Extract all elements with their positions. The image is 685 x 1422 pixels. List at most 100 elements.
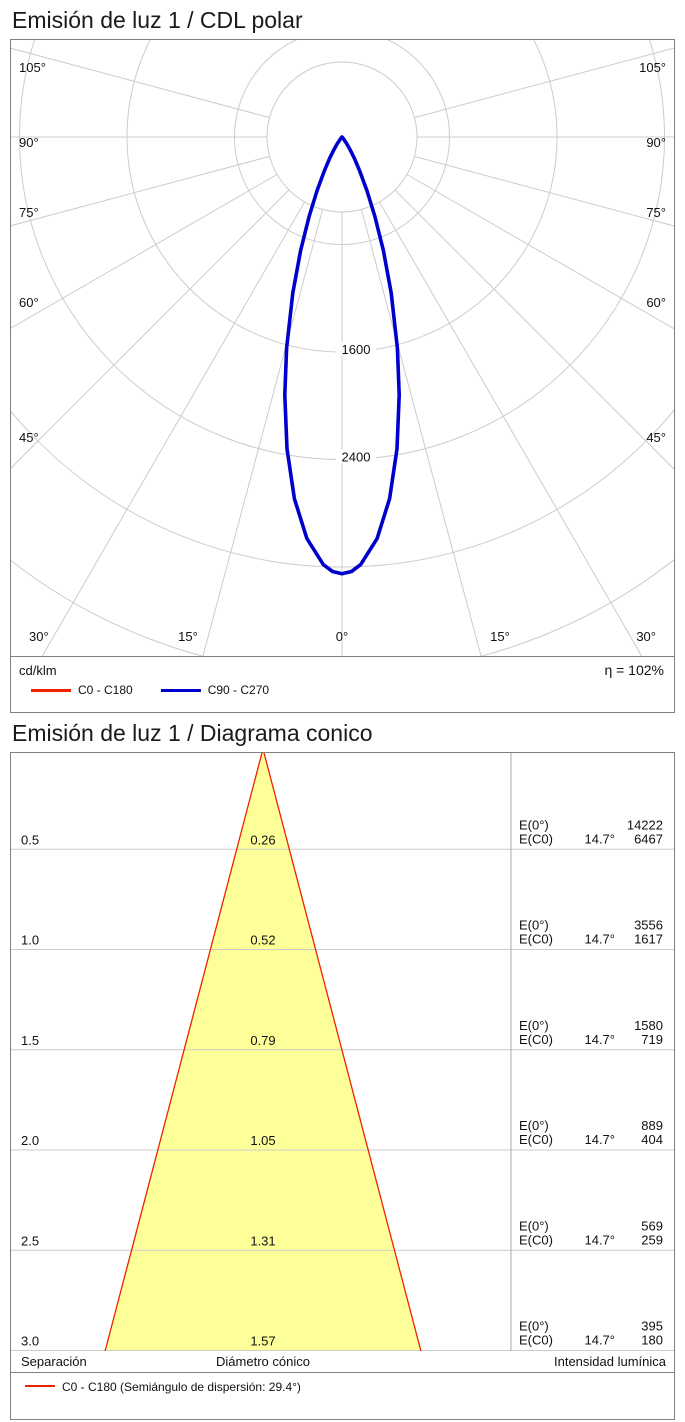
ring-value-label: 1600 [342, 342, 371, 357]
separation-value: 3.0 [21, 1334, 39, 1349]
ec0-label: E(C0) [519, 831, 553, 846]
legend-line-swatch [31, 688, 71, 692]
cone-legend: C0 - C180 (Semiángulo de dispersión: 29.… [11, 1373, 674, 1419]
separation-value: 2.5 [21, 1233, 39, 1248]
ec0-angle-value: 14.7° [584, 1333, 615, 1348]
angle-label-right: 105° [639, 60, 666, 75]
angle-label-right: 90° [646, 135, 666, 150]
polar-chart-title: Emisión de luz 1 / CDL polar [12, 7, 303, 33]
polar-legend-entries: C0 - C180 C90 - C270 [19, 683, 664, 697]
e0-value: 1580 [634, 1018, 663, 1033]
legend-entry-label: C90 - C270 [207, 683, 270, 697]
angle-label-right: 75° [646, 205, 666, 220]
e0-label: E(0°) [519, 1218, 549, 1233]
separation-value: 1.0 [21, 933, 39, 948]
e0-value: 3556 [634, 918, 663, 933]
e0-value: 395 [641, 1319, 663, 1334]
legend-entry: C0 - C180 [31, 683, 133, 697]
cone-footer-labels: Separación Diámetro cónico Intensidad lu… [11, 1351, 674, 1372]
ec0-label: E(C0) [519, 932, 553, 947]
ec0-label: E(C0) [519, 1032, 553, 1047]
legend-line-swatch [160, 688, 201, 692]
polar-grid-spoke [406, 174, 674, 330]
diameter-column-label: Diámetro cónico [216, 1354, 310, 1369]
ec0-value: 180 [641, 1333, 663, 1348]
cone-diameter-value: 0.79 [250, 1033, 275, 1048]
polar-grid-spoke [202, 209, 324, 656]
e0-label: E(0°) [519, 918, 549, 933]
angle-label-bottom: 30° [636, 629, 656, 644]
cone-legend-label: C0 - C180 (Semiángulo de dispersión: 29.… [62, 1380, 301, 1394]
e0-label: E(0°) [519, 1319, 549, 1334]
separation-value: 1.5 [21, 1033, 39, 1048]
cone-chart-title: Emisión de luz 1 / Diagrama conico [12, 720, 373, 746]
cone-diagram: 0.5 0.26 E(0°) 14222 E(C0) 14.7° 6467 1.0 0.52 E(… [11, 753, 674, 1351]
polar-grid-spoke [11, 174, 278, 329]
separation-value: 0.5 [21, 832, 39, 847]
angle-label-left: 105° [19, 60, 46, 75]
e0-value: 889 [641, 1118, 663, 1133]
polar-grid-spoke [394, 189, 674, 470]
polar-cdl-diagram: 1600 2400 105° 90° 75° 60° 45° 105° 90° 75° 60° 45°… [11, 40, 674, 656]
polar-grid-spoke [360, 209, 482, 656]
red-line-swatch [25, 1385, 55, 1387]
cone-diameter-value: 1.57 [250, 1334, 275, 1349]
polar-grid-spoke [11, 47, 270, 119]
angle-label-bottom: 15° [490, 629, 510, 644]
polar-grid-spoke [414, 47, 674, 119]
efficiency-label: η = 102% [604, 662, 664, 678]
ec0-angle-value: 14.7° [584, 932, 615, 947]
polar-grid-spoke [414, 155, 674, 227]
polar-chart-panel: 1600 2400 105° 90° 75° 60° 45° 105° 90° 75° 60° 45°… [10, 39, 675, 713]
intensity-column-label: Intensidad lumínica [553, 1354, 666, 1369]
cone-diameter-value: 1.05 [250, 1133, 275, 1148]
unit-label: cd/klm [19, 663, 57, 678]
polar-grid-spoke [11, 155, 270, 227]
legend-entry: C90 - C270 [160, 683, 270, 697]
angle-label-bottom: 0° [336, 629, 348, 644]
e0-value: 14222 [627, 817, 663, 832]
cone-diameter-value: 1.31 [250, 1233, 275, 1248]
ec0-angle-value: 14.7° [584, 1132, 615, 1147]
polar-grid-spoke [41, 201, 305, 656]
polar-curve-c90-c270 [282, 135, 402, 576]
polar-grid-spoke [379, 201, 643, 656]
e0-label: E(0°) [519, 817, 549, 832]
legend-entry-label: C0 - C180 [78, 683, 133, 697]
angle-label-left: 90° [19, 135, 39, 150]
light-cone-outline [104, 753, 422, 1351]
e0-value: 569 [641, 1218, 663, 1233]
cone-diagram-panel: 0.5 0.26 E(0°) 14222 E(C0) 14.7° 6467 1.0 0.52 E(… [10, 752, 675, 1420]
angle-label-bottom: 15° [178, 629, 198, 644]
cone-footer-divider [11, 1372, 674, 1373]
ec0-value: 404 [641, 1132, 663, 1147]
ec0-angle-value: 14.7° [584, 831, 615, 846]
ring-label-background [336, 342, 376, 356]
ec0-label: E(C0) [519, 1132, 553, 1147]
e0-label: E(0°) [519, 1118, 549, 1133]
angle-label-left: 45° [19, 430, 39, 445]
angle-label-left: 60° [19, 295, 39, 310]
angle-label-left: 75° [19, 205, 39, 220]
ring-value-label: 2400 [342, 450, 371, 465]
separation-column-label: Separación [21, 1354, 87, 1369]
ec0-value: 259 [641, 1232, 663, 1247]
ec0-label: E(C0) [519, 1232, 553, 1247]
e0-label: E(0°) [519, 1018, 549, 1033]
light-cone-shape [105, 753, 421, 1351]
polar-legend-top-row: cd/klm η = 102% [19, 662, 664, 678]
cone-diameter-value: 0.52 [250, 933, 275, 948]
polar-legend: cd/klm η = 102% C0 - C180 C90 - C270 [11, 656, 674, 712]
ring-label-background [336, 449, 376, 464]
polar-grid-spoke [11, 189, 290, 469]
ec0-value: 1617 [634, 932, 663, 947]
ec0-angle-value: 14.7° [584, 1232, 615, 1247]
ec0-angle-value: 14.7° [584, 1032, 615, 1047]
ec0-label: E(C0) [519, 1333, 553, 1348]
cone-diameter-value: 0.26 [250, 832, 275, 847]
ec0-value: 719 [641, 1032, 663, 1047]
separation-value: 2.0 [21, 1133, 39, 1148]
angle-label-right: 60° [646, 295, 666, 310]
angle-label-right: 45° [646, 430, 666, 445]
